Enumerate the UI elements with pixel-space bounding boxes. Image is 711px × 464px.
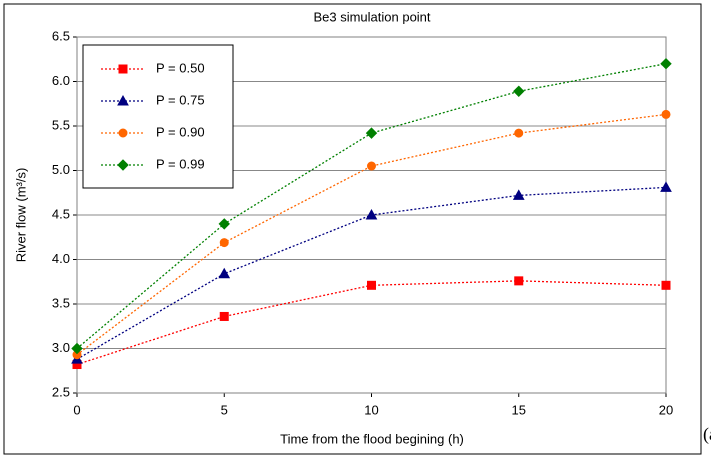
legend-marker — [117, 159, 129, 171]
y-tick-label: 6.5 — [52, 28, 70, 43]
marker — [71, 342, 83, 355]
marker — [660, 57, 672, 70]
marker — [512, 189, 525, 200]
x-tick-label: 5 — [221, 402, 228, 417]
y-tick-label: 3.0 — [52, 340, 70, 355]
marker — [660, 181, 672, 192]
marker — [365, 127, 378, 139]
x-tick-label: 20 — [659, 402, 673, 417]
y-tick-label: 5.5 — [52, 117, 70, 132]
legend-label: P = 0.50 — [156, 60, 205, 75]
plot-area — [76, 36, 667, 394]
marker — [514, 128, 524, 138]
y-axis-label: River flow (m³/s) — [13, 168, 28, 263]
legend-marker — [118, 128, 128, 138]
marker — [219, 311, 229, 321]
marker — [218, 267, 231, 279]
marker — [513, 85, 525, 97]
y-tick-label: 3.5 — [52, 295, 70, 310]
x-tick-label: 0 — [73, 402, 80, 417]
legend-label: P = 0.99 — [156, 156, 205, 171]
marker — [661, 109, 671, 119]
marker — [367, 161, 376, 171]
marker — [367, 280, 376, 290]
marker — [514, 276, 524, 286]
y-tick-label: 6.0 — [52, 73, 70, 88]
marker — [218, 218, 230, 230]
y-tick-label: 4.5 — [52, 206, 70, 221]
y-tick-label: 5.0 — [52, 162, 70, 177]
panel-label: (a) — [703, 424, 711, 445]
marker — [219, 238, 229, 248]
legend-label: P = 0.75 — [156, 92, 205, 107]
y-tick-label: 2.5 — [52, 384, 70, 399]
legend-box — [82, 44, 234, 189]
y-tick-label: 4.0 — [52, 251, 70, 266]
marker — [661, 280, 671, 290]
x-tick-label: 15 — [512, 402, 526, 417]
x-tick-label: 10 — [364, 402, 378, 417]
legend-label: P = 0.90 — [156, 124, 205, 139]
legend-marker — [118, 64, 128, 74]
marker — [365, 208, 378, 220]
x-axis-label: Time from the flood begining (h) — [280, 431, 464, 446]
legend-marker — [117, 94, 129, 106]
chart-title: Be3 simulation point — [313, 9, 430, 24]
